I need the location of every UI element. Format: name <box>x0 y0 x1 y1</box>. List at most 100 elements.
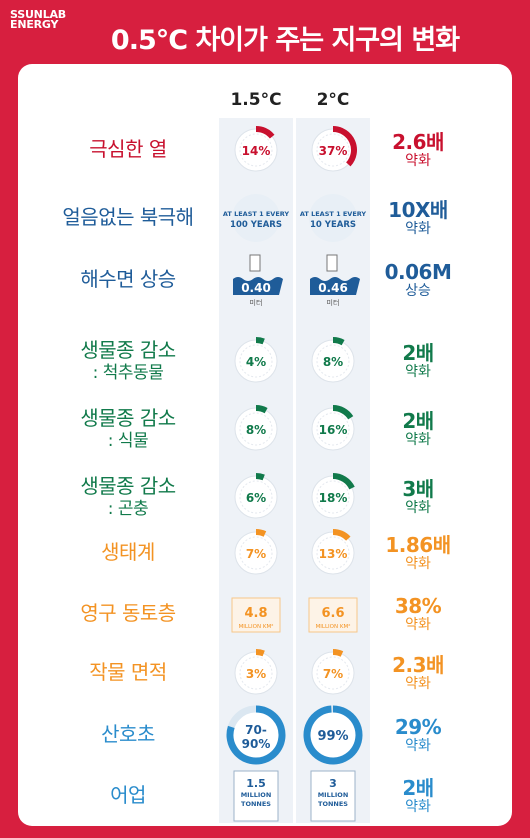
gauge-arc <box>255 473 265 481</box>
water-icon <box>233 277 283 295</box>
row-result: 2배 약화 <box>378 410 458 448</box>
fishery-unit: MILLION <box>241 791 272 799</box>
water-icon <box>310 277 360 295</box>
gauge-value: 4% <box>246 355 266 369</box>
frequency-text: AT LEAST 1 EVERY <box>223 210 290 218</box>
gauge-arc <box>255 529 267 537</box>
gauge-value: 8% <box>246 423 266 437</box>
row-result: 1.86배 약화 <box>378 534 458 572</box>
table-row: 작물 면적 2.3배 약화 3% 7% <box>0 642 530 704</box>
fishery-icon <box>310 770 356 822</box>
gauge-arc <box>332 473 355 490</box>
value-cell: AT LEAST 1 EVERY 100 YEARS <box>219 187 293 249</box>
result-label: 약화 <box>405 432 431 448</box>
result-value: 3배 <box>402 477 434 501</box>
ruler-icon <box>249 254 261 272</box>
gauge-pattern <box>239 480 273 514</box>
globe-bg <box>309 194 357 242</box>
row-result: 2.6배 약화 <box>378 131 458 169</box>
sea-level-unit: 미터 <box>250 298 263 307</box>
gauge-pattern <box>239 536 273 570</box>
value-cell: AT LEAST 1 EVERY 10 YEARS <box>296 187 370 249</box>
row-result: 38% 약화 <box>378 595 458 633</box>
frequency-value: 100 YEARS <box>230 220 282 230</box>
gauge-pattern <box>316 480 350 514</box>
result-value: 2.3배 <box>392 653 444 677</box>
gauge-pattern <box>316 133 350 167</box>
row-label: 어업 <box>38 783 218 807</box>
value-cell: 8% <box>296 330 370 392</box>
table-row: 생물종 감소: 곤충 3배 약화 6% 18% <box>0 466 530 528</box>
gauge-value: 18% <box>319 491 348 505</box>
result-value: 38% <box>394 594 442 618</box>
row-sublabel: : 척추동물 <box>92 363 164 383</box>
row-label-text: 어업 <box>110 783 146 807</box>
gauge-value: 37% <box>319 144 348 158</box>
fishery-unit: MILLION <box>318 791 349 799</box>
row-result: 2배 약화 <box>378 342 458 380</box>
permafrost-value: 6.6 <box>321 606 344 621</box>
result-value: 2배 <box>402 776 434 800</box>
gauge-value: 3% <box>246 667 266 681</box>
row-label-text: 생물종 감소 <box>80 406 176 430</box>
ring-arc <box>226 705 286 765</box>
row-label-text: 극심한 열 <box>89 137 167 161</box>
result-value: 29% <box>394 715 442 739</box>
gauge-arc <box>332 529 351 541</box>
value-cell: 7% <box>296 642 370 704</box>
result-label: 약화 <box>405 556 431 572</box>
row-label: 생물종 감소: 식물 <box>38 406 218 452</box>
gauge-pattern <box>239 133 273 167</box>
gauge-pattern <box>316 344 350 378</box>
brand-line2: ENERGY <box>10 18 59 31</box>
fishery-value: 3 <box>329 777 337 790</box>
value-cell: 4.8 MILLION KM² <box>219 583 293 645</box>
table-row: 극심한 열 2.6배 약화 14% 37% <box>0 119 530 181</box>
gauge-value: 7% <box>246 547 266 561</box>
sea-level-value: 0.40 <box>241 281 271 295</box>
row-label-text: 영구 동토층 <box>80 601 176 625</box>
table-row: 얼음없는 북극해 10X배 약화 AT LEAST 1 EVERY 100 YEARS A… <box>0 187 530 249</box>
value-cell: 0.40 미터 <box>219 249 293 311</box>
row-result: 2.3배 약화 <box>378 654 458 692</box>
gauge-arc <box>255 126 275 139</box>
gauge-arc <box>332 649 344 657</box>
gauge-arc <box>255 405 268 414</box>
permafrost-value: 4.8 <box>244 606 267 621</box>
value-cell: 70- 90% <box>219 704 293 766</box>
permafrost-unit: MILLION KM² <box>316 623 351 630</box>
permafrost-icon <box>308 597 358 633</box>
row-label: 극심한 열 <box>38 137 218 161</box>
result-value: 0.06M <box>384 260 452 284</box>
sea-level-unit: 미터 <box>327 298 340 307</box>
fishery-unit: TONNES <box>241 800 271 808</box>
row-label-text: 해수면 상승 <box>80 267 176 291</box>
value-cell: 3% <box>219 642 293 704</box>
page-title: 0.5°C 차이가 주는 지구의 변화 <box>110 25 460 56</box>
table-row: 생물종 감소: 척추동물 2배 약화 4% 8% <box>0 330 530 392</box>
result-value: 2.6배 <box>392 130 444 154</box>
value-cell: 1.5 MILLION TONNES <box>219 765 293 827</box>
ring-arc <box>303 705 363 765</box>
row-label: 생물종 감소: 곤충 <box>38 474 218 520</box>
value-cell: 0.46 미터 <box>296 249 370 311</box>
permafrost-icon <box>231 597 281 633</box>
row-label: 해수면 상승 <box>38 267 218 291</box>
gauge-pattern <box>239 344 273 378</box>
row-result: 10X배 약화 <box>378 199 458 237</box>
fishery-value: 1.5 <box>246 777 266 790</box>
value-cell: 14% <box>219 119 293 181</box>
result-label: 약화 <box>405 617 431 633</box>
gauge-arc <box>255 649 265 657</box>
row-label-text: 얼음없는 북극해 <box>62 205 194 229</box>
result-label: 약화 <box>405 153 431 169</box>
row-sublabel: : 식물 <box>107 431 149 451</box>
globe-bg <box>232 194 280 242</box>
ring-value: 70- <box>245 723 267 737</box>
row-label-text: 작물 면적 <box>89 660 167 684</box>
gauge-value: 8% <box>323 355 343 369</box>
table-row: 영구 동토층 38% 약화 4.8 MILLION KM² 6.6 MILLION KM² <box>0 583 530 645</box>
table-row: 해수면 상승 0.06M 상승 0.40 미터 0.46 미터 <box>0 249 530 311</box>
row-label: 산호초 <box>38 722 218 746</box>
row-result: 29% 약화 <box>378 716 458 754</box>
